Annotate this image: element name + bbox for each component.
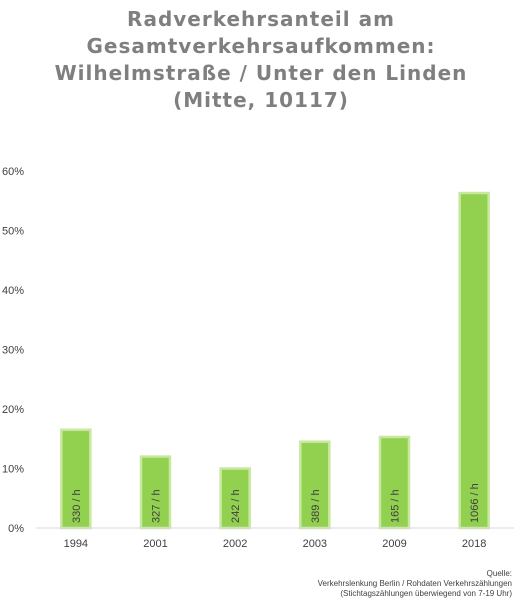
data-label-2009: 165 / h <box>390 489 402 523</box>
chart-title-line-1: Radverkehrsanteil am <box>127 7 395 31</box>
y-tick-label: 40% <box>2 285 24 297</box>
bar-2018 <box>458 191 490 530</box>
y-tick-label: 0% <box>8 523 24 535</box>
bar-2003 <box>299 440 331 530</box>
x-tick-label-2009: 2009 <box>382 538 406 550</box>
chart-title-line-4: (Mitte, 10117) <box>173 88 349 112</box>
x-tick-label-2001: 2001 <box>143 538 167 550</box>
y-tick-label: 10% <box>2 464 24 476</box>
data-label-1994: 330 / h <box>71 489 83 523</box>
source-note-heading: Quelle: <box>486 569 512 578</box>
source-note-origin: Verkehrslenkung Berlin / Rohdaten Verkeh… <box>317 579 512 588</box>
x-tick-label-2018: 2018 <box>462 538 486 550</box>
source-note: Quelle: Verkehrslenkung Berlin / Rohdate… <box>318 569 512 599</box>
chart-title-line-3: Wilhelmstraße / Unter den Linden <box>54 61 468 85</box>
y-tick-label: 50% <box>2 226 24 238</box>
x-tick-label-1994: 1994 <box>64 538 88 550</box>
x-tick-label-2002: 2002 <box>223 538 247 550</box>
data-label-2003: 389 / h <box>310 489 322 523</box>
chart-title: Radverkehrsanteil am Gesamtverkehrsaufko… <box>0 6 522 114</box>
x-tick-label-2003: 2003 <box>303 538 327 550</box>
data-label-2002: 242 / h <box>230 489 242 523</box>
y-tick-label: 20% <box>2 404 24 416</box>
data-label-2001: 327 / h <box>151 489 163 523</box>
y-tick-label: 60% <box>2 166 24 178</box>
bar-1994 <box>60 428 92 530</box>
data-label-2018: 1066 / h <box>469 483 481 523</box>
x-axis-labels: 1994 2001 2002 2003 2009 2018 <box>64 538 487 550</box>
source-note-detail: (Stichtagszählungen überwiegend von 7-19… <box>340 589 512 598</box>
y-axis-ticks: 0% 10% 20% 30% 40% 50% 60% <box>2 166 24 535</box>
bars: 330 / h 327 / h 242 / h 389 / h 165 / h 1066 … <box>60 191 490 530</box>
y-tick-label: 30% <box>2 345 24 357</box>
chart-title-line-2: Gesamtverkehrsaufkommen: <box>86 34 436 58</box>
